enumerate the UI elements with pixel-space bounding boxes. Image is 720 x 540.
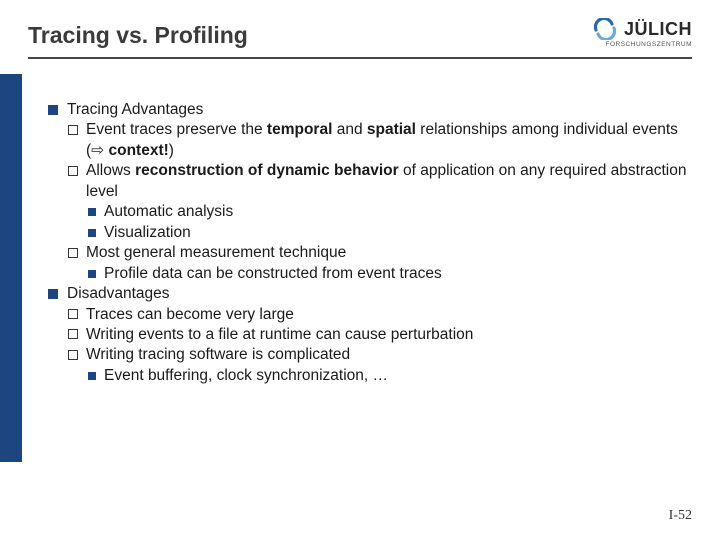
julich-swirl-icon [592,18,618,40]
bullet-l3: Automatic analysis [88,202,688,222]
square-filled-icon [48,105,58,115]
page-number: I-52 [669,508,692,524]
square-small-icon [88,208,96,216]
bullet-l2: Allows reconstruction of dynamic behavio… [68,161,688,202]
square-filled-icon [48,289,58,299]
left-accent-bar [0,74,22,462]
square-small-icon [88,270,96,278]
bullet-text: Most general measurement technique [86,243,688,263]
title-underline [28,57,692,59]
bullet-l2: Most general measurement technique [68,243,688,263]
bullet-text: Tracing Advantages [67,100,688,120]
logo-row: JÜLICH [562,18,692,40]
logo-subtitle: FORSCHUNGSZENTRUM [562,41,692,48]
bullet-l1: Disadvantages [48,284,688,304]
bullet-l2: Writing tracing software is complicated [68,345,688,365]
brand-logo: JÜLICH FORSCHUNGSZENTRUM [562,18,692,54]
bullet-text: Writing tracing software is complicated [86,345,688,365]
bullet-text: Visualization [104,223,688,243]
bullet-l3: Visualization [88,223,688,243]
slide-root: Tracing vs. Profiling JÜLICH FORSCHUNGSZ… [0,0,720,540]
square-outline-icon [68,329,78,339]
bullet-text: Automatic analysis [104,202,688,222]
content-body: Tracing AdvantagesEvent traces preserve … [48,100,688,386]
bullet-l2: Event traces preserve the temporal and s… [68,120,688,161]
square-small-icon [88,372,96,380]
bullet-l2: Traces can become very large [68,305,688,325]
square-outline-icon [68,166,78,176]
bullet-text: Event buffering, clock synchronization, … [104,366,688,386]
bullet-l2: Writing events to a file at runtime can … [68,325,688,345]
bullet-l1: Tracing Advantages [48,100,688,120]
bullet-text: Profile data can be constructed from eve… [104,264,688,284]
bullet-text: Allows reconstruction of dynamic behavio… [86,161,688,202]
bullet-text: Event traces preserve the temporal and s… [86,120,688,161]
square-outline-icon [68,248,78,258]
bullet-text: Traces can become very large [86,305,688,325]
square-outline-icon [68,125,78,135]
bullet-l3: Event buffering, clock synchronization, … [88,366,688,386]
square-outline-icon [68,350,78,360]
square-outline-icon [68,309,78,319]
bullet-text: Writing events to a file at runtime can … [86,325,688,345]
bullet-l3: Profile data can be constructed from eve… [88,264,688,284]
logo-name: JÜLICH [624,19,692,40]
bullet-text: Disadvantages [67,284,688,304]
square-small-icon [88,229,96,237]
